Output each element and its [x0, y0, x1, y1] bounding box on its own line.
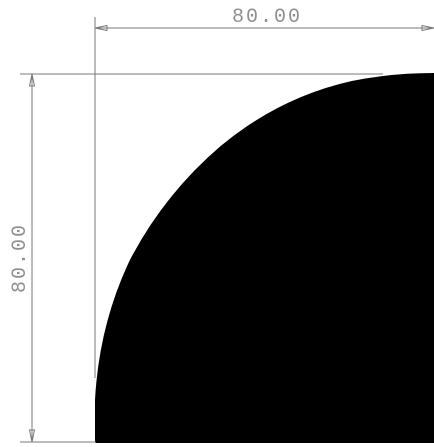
vertical-dimension: 80.00 [9, 73, 383, 443]
quarter-round-profile [95, 73, 434, 443]
vertical-arrow-bottom [28, 429, 36, 443]
horizontal-arrow-left [94, 24, 108, 32]
vertical-dimension-label: 80.00 [9, 223, 32, 293]
vertical-arrow-top [28, 73, 36, 87]
horizontal-dimension-label: 80.00 [232, 6, 302, 29]
horizontal-dimension: 80.00 [94, 6, 434, 378]
horizontal-arrow-right [421, 24, 434, 32]
